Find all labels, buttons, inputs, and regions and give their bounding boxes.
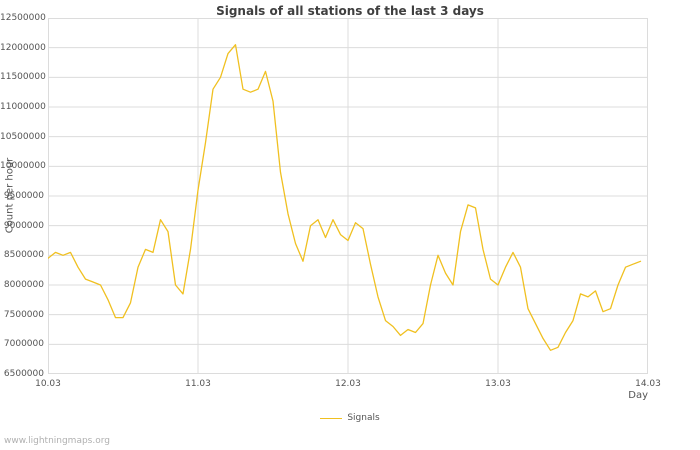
x-tick-label: 13.03 [485,379,511,389]
y-tick-label: 11500000 [0,72,46,83]
y-tick-label: 7000000 [3,339,44,350]
y-tick-label: 8000000 [3,280,44,290]
legend: Signals [0,413,700,424]
y-tick-label: 12500000 [0,13,46,23]
x-axis-label: Day [628,390,648,401]
y-tick-label: 11000000 [0,102,46,112]
legend-label: Signals [347,413,380,423]
y-tick-label: 10500000 [0,131,46,142]
plot-border [48,18,648,374]
x-tick-label: 12.03 [335,379,361,389]
y-tick-label: 12000000 [0,42,46,53]
signals-line [48,44,642,351]
legend-line-swatch [320,417,343,419]
chart-title: Signals of all stations of the last 3 da… [216,4,484,18]
x-tick-label: 14.03 [635,379,661,389]
y-tick-label: 10000000 [0,161,46,172]
y-tick-label: 9000000 [3,220,44,231]
y-tick-label: 6500000 [3,369,44,379]
plot-area [48,18,648,374]
x-tick-label: 10.03 [35,379,61,389]
y-tick-label: 7500000 [3,309,44,320]
watermark: www.lightningmaps.org [4,436,110,446]
x-tick-label: 11.03 [185,379,211,389]
y-tick-label: 9500000 [3,191,44,201]
y-tick-label: 8500000 [3,250,44,261]
